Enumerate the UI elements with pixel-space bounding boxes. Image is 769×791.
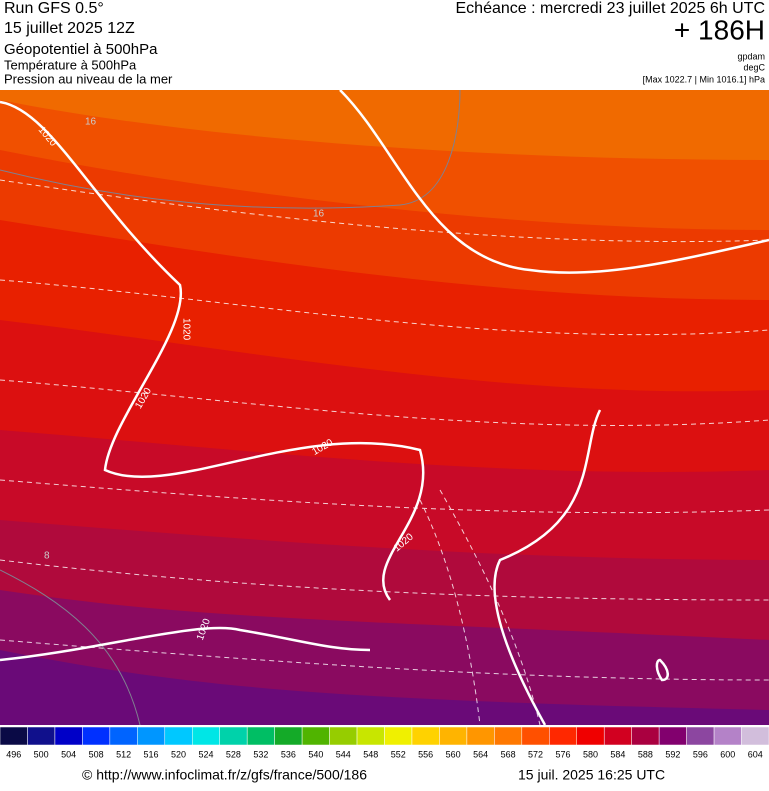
footer-url: © http://www.infoclimat.fr/z/gfs/france/…	[82, 767, 367, 783]
valid-time: Echéance : mercredi 23 juillet 2025 6h U…	[456, 0, 766, 17]
colorbar-swatch	[27, 726, 56, 746]
colorbar-label: 556	[418, 749, 433, 759]
map: 1020 1020 1020 1020 1020 1020 16 16 8	[0, 90, 769, 725]
isotherm-label: 16	[85, 117, 97, 128]
colorbar-label: 512	[116, 749, 131, 759]
colorbar-swatch	[686, 726, 715, 746]
colorbar-swatch	[301, 726, 330, 746]
colorbar-swatch	[54, 726, 83, 746]
colorbar-label: 552	[391, 749, 406, 759]
unit: degC	[743, 62, 765, 72]
colorbar-label: 524	[198, 749, 213, 759]
colorbar-swatch	[274, 726, 303, 746]
colorbar-label: 604	[748, 749, 763, 759]
colorbar-label: 588	[638, 749, 653, 759]
colorbar-swatch	[521, 726, 550, 746]
colorbar-label: 516	[144, 749, 159, 759]
colorbar-label: 576	[556, 749, 571, 759]
colorbar-swatch	[137, 726, 166, 746]
colorbar-swatch	[82, 726, 111, 746]
colorbar-swatch	[0, 726, 28, 746]
colorbar-swatch	[603, 726, 632, 746]
colorbar-swatch	[741, 726, 769, 746]
colorbar-label: 544	[336, 749, 351, 759]
band	[0, 650, 769, 725]
colorbar-label: 500	[34, 749, 49, 759]
run-date: 15 juillet 2025 12Z	[4, 20, 135, 37]
colorbar-label: 568	[501, 749, 516, 759]
colorbar-label: 560	[446, 749, 461, 759]
colorbar-label: 504	[61, 749, 76, 759]
colorbar-label: 496	[6, 749, 21, 759]
colorbar-swatch	[631, 726, 660, 746]
field-label: Géopotentiel à 500hPa	[4, 41, 158, 58]
colorbar-swatch	[658, 726, 687, 746]
colorbar-swatch	[713, 726, 742, 746]
colorbar-label: 596	[693, 749, 708, 759]
colorbar-swatch	[439, 726, 468, 746]
colorbar-label: 528	[226, 749, 241, 759]
colorbar-swatch	[246, 726, 275, 746]
footer-time: 15 juil. 2025 16:25 UTC	[518, 767, 665, 783]
colorbar-label: 540	[308, 749, 323, 759]
isotherm-label: 16	[313, 209, 325, 220]
isobar-label: 1020	[180, 318, 191, 341]
field-label: Pression au niveau de la mer	[4, 71, 173, 86]
colorbar-label: 508	[89, 749, 104, 759]
colorbar-label: 520	[171, 749, 186, 759]
colorbar-swatch	[576, 726, 605, 746]
colorbar-label: 580	[583, 749, 598, 759]
colorbar-label: 548	[363, 749, 378, 759]
colorbar-label: 572	[528, 749, 543, 759]
colorbar-label: 564	[473, 749, 488, 759]
colorbar-swatch	[219, 726, 248, 746]
colorbar-swatch	[164, 726, 193, 746]
colorbar-label: 600	[720, 749, 735, 759]
colorbar-swatch	[411, 726, 440, 746]
unit: [Max 1022.7 | Min 1016.1] hPa	[643, 74, 765, 84]
colorbar-swatch	[109, 726, 138, 746]
colorbar-label: 584	[610, 749, 625, 759]
isotherm-label: 8	[44, 551, 50, 562]
colorbar-swatch	[384, 726, 413, 746]
colorbar-swatch	[466, 726, 495, 746]
field-label: Température à 500hPa	[4, 57, 137, 72]
colorbar-swatch	[192, 726, 220, 746]
colorbar-swatch	[329, 726, 358, 746]
colorbar-label: 532	[253, 749, 268, 759]
colorbar-label: 592	[665, 749, 680, 759]
lead-time: + 186H	[674, 14, 765, 45]
colorbar-swatch	[494, 726, 523, 746]
colorbar: 496 500 504 508 512 516 520 524 528 532 536 540 544 5…	[0, 726, 769, 759]
run-label: Run GFS 0.5°	[4, 0, 104, 17]
unit: gpdam	[737, 51, 765, 61]
colorbar-swatch	[549, 726, 577, 746]
colorbar-label: 536	[281, 749, 296, 759]
colorbar-swatch	[356, 726, 385, 746]
